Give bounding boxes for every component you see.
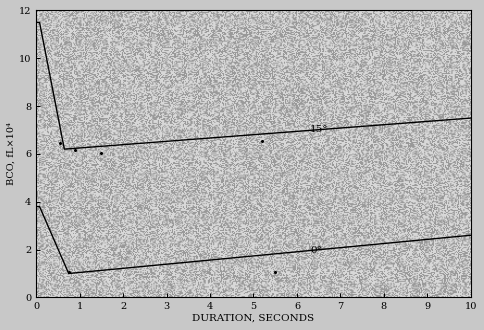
X-axis label: DURATION, SECONDS: DURATION, SECONDS: [193, 314, 315, 323]
Point: [272, 270, 279, 275]
Point: [71, 148, 79, 153]
Text: 15°: 15°: [310, 125, 329, 134]
Point: [65, 270, 73, 275]
Text: 0°: 0°: [310, 246, 322, 255]
Point: [258, 138, 266, 144]
Point: [97, 150, 105, 155]
Y-axis label: BCO, fL×10⁴: BCO, fL×10⁴: [7, 122, 16, 185]
Point: [56, 141, 64, 146]
